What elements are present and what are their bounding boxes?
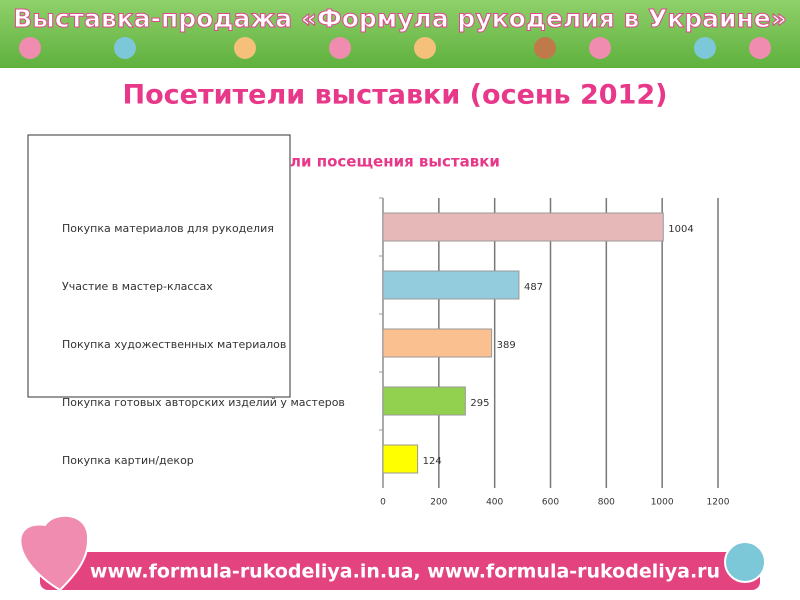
plot: 0 200 400 600 800 1000 1200 Покупка материалов … bbox=[62, 197, 730, 508]
value-label: 124 bbox=[423, 456, 442, 467]
x-tick-label: 800 bbox=[598, 498, 615, 508]
x-tick-label: 0 bbox=[380, 498, 386, 508]
chart-title: ли посещения выставки bbox=[290, 153, 500, 171]
header-band bbox=[0, 0, 800, 68]
y-tick-label: Покупка материалов для рукоделия bbox=[62, 222, 274, 235]
bar bbox=[382, 270, 520, 300]
bar bbox=[382, 386, 466, 416]
bar bbox=[382, 328, 493, 358]
y-tick-label: Покупка художественных материалов bbox=[62, 338, 286, 351]
x-tick-label: 600 bbox=[542, 498, 559, 508]
footer-text: www.formula-rukodeliya.in.ua, www.formul… bbox=[90, 561, 720, 583]
x-tick-label: 200 bbox=[430, 498, 447, 508]
value-label: 487 bbox=[524, 282, 543, 293]
header-title: Выставка-продажа «Формула рукоделия в Ук… bbox=[13, 4, 787, 33]
bar bbox=[382, 212, 664, 242]
value-label: 1004 bbox=[668, 224, 693, 235]
overlay-box bbox=[27, 134, 291, 398]
x-tick-label: 1000 bbox=[651, 498, 674, 508]
slide-title: Посетители выставки (осень 2012) bbox=[122, 80, 667, 111]
x-tick-label: 1200 bbox=[707, 498, 730, 508]
value-label: 295 bbox=[470, 398, 489, 409]
y-tick-label: Участие в мастер-классах bbox=[62, 280, 213, 293]
y-tick-label: Покупка картин/декор bbox=[62, 454, 194, 467]
value-label: 389 bbox=[497, 340, 516, 351]
footer: www.formula-rukodeliya.in.ua, www.formul… bbox=[19, 514, 766, 592]
x-tick-label: 400 bbox=[486, 498, 503, 508]
header-buttons bbox=[19, 37, 771, 59]
y-tick-label: Покупка готовых авторских изделий у маст… bbox=[62, 396, 345, 409]
bar bbox=[382, 444, 419, 474]
